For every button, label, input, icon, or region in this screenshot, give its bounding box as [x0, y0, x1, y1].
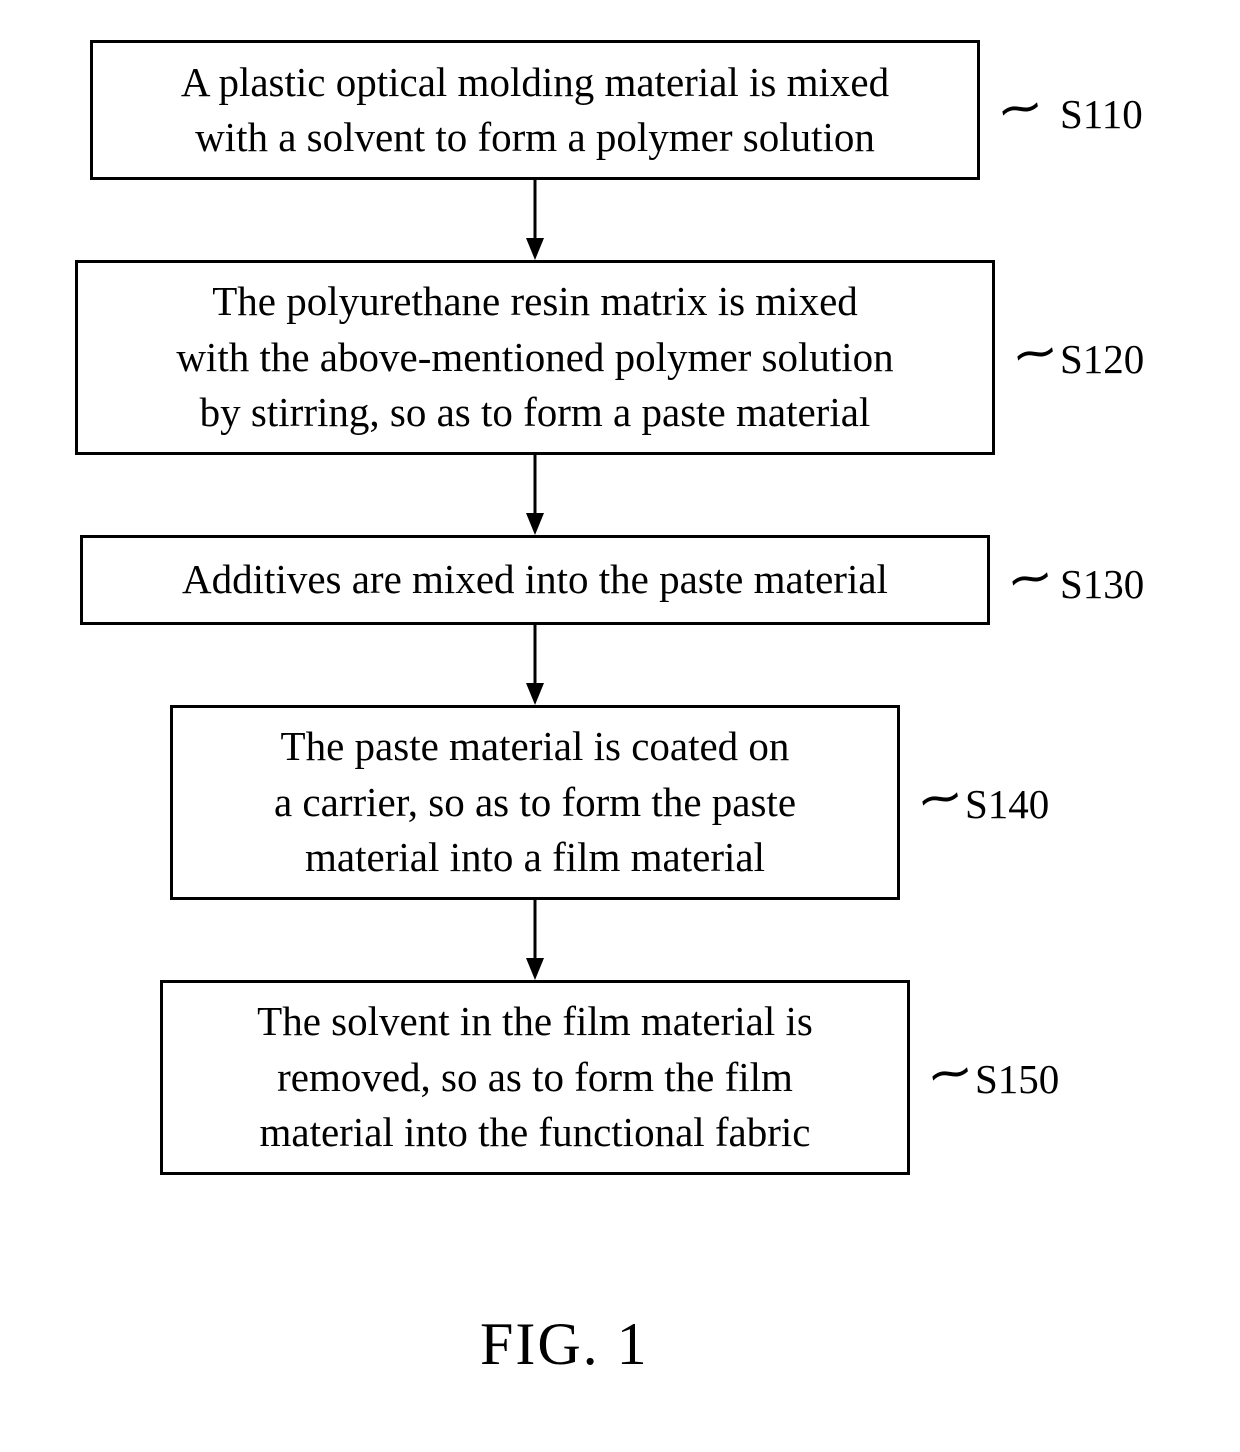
step-text: A plastic optical molding material is mi… — [161, 55, 909, 166]
step-label-s140: S140 — [965, 780, 1049, 828]
step-text: The polyurethane resin matrix is mixed w… — [156, 274, 913, 440]
flowchart-step-s140: The paste material is coated on a carrie… — [170, 705, 900, 900]
step-text: The solvent in the film material is remo… — [237, 994, 833, 1160]
step-text: Additives are mixed into the paste mater… — [162, 552, 908, 607]
label-connector-tilde: ∼ — [1006, 327, 1064, 381]
figure-caption: FIG. 1 — [480, 1310, 649, 1379]
flowchart-step-s110: A plastic optical molding material is mi… — [90, 40, 980, 180]
label-connector-tilde: ∼ — [991, 82, 1049, 136]
arrow-connector — [517, 900, 553, 980]
flowchart-step-s130: Additives are mixed into the paste mater… — [80, 535, 990, 625]
flowchart-canvas: A plastic optical molding material is mi… — [0, 0, 1240, 1452]
step-text: The paste material is coated on a carrie… — [254, 719, 816, 885]
label-connector-tilde: ∼ — [1001, 552, 1059, 606]
flowchart-step-s150: The solvent in the film material is remo… — [160, 980, 910, 1175]
label-connector-tilde: ∼ — [921, 1047, 979, 1101]
label-connector-tilde: ∼ — [911, 772, 969, 826]
arrow-connector — [517, 180, 553, 260]
step-label-s120: S120 — [1060, 335, 1144, 383]
step-label-s110: S110 — [1060, 90, 1143, 138]
arrow-connector — [517, 625, 553, 705]
flowchart-step-s120: The polyurethane resin matrix is mixed w… — [75, 260, 995, 455]
step-label-s150: S150 — [975, 1055, 1059, 1103]
step-label-s130: S130 — [1060, 560, 1144, 608]
arrow-connector — [517, 455, 553, 535]
